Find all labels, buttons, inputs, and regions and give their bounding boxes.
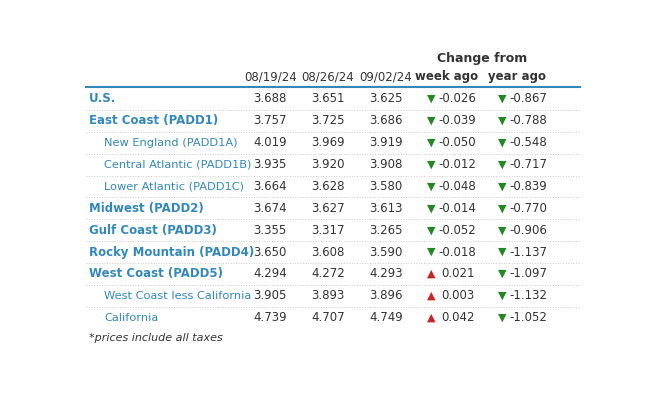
Text: California: California bbox=[104, 313, 158, 323]
Text: Gulf Coast (PADD3): Gulf Coast (PADD3) bbox=[89, 224, 216, 237]
Text: ▼: ▼ bbox=[498, 203, 506, 213]
Text: ▼: ▼ bbox=[427, 182, 436, 192]
Text: 3.674: 3.674 bbox=[254, 202, 287, 215]
Text: ▼: ▼ bbox=[427, 94, 436, 104]
Text: 4.272: 4.272 bbox=[311, 268, 345, 280]
Text: -0.039: -0.039 bbox=[439, 114, 476, 127]
Text: -1.137: -1.137 bbox=[509, 246, 547, 258]
Text: 4.739: 4.739 bbox=[254, 311, 287, 324]
Text: -0.867: -0.867 bbox=[509, 92, 547, 106]
Text: 4.749: 4.749 bbox=[369, 311, 403, 324]
Text: 3.905: 3.905 bbox=[254, 289, 287, 302]
Text: *prices include all taxes: *prices include all taxes bbox=[89, 333, 222, 343]
Text: 3.896: 3.896 bbox=[369, 289, 403, 302]
Text: ▼: ▼ bbox=[498, 225, 506, 235]
Text: 3.590: 3.590 bbox=[369, 246, 403, 258]
Text: 3.688: 3.688 bbox=[254, 92, 287, 106]
Text: ▲: ▲ bbox=[427, 291, 436, 301]
Text: New England (PADD1A): New England (PADD1A) bbox=[104, 138, 237, 148]
Text: 3.757: 3.757 bbox=[254, 114, 287, 127]
Text: -0.839: -0.839 bbox=[509, 180, 547, 193]
Text: ▼: ▼ bbox=[427, 116, 436, 126]
Text: 3.919: 3.919 bbox=[369, 136, 403, 149]
Text: 3.355: 3.355 bbox=[254, 224, 287, 237]
Text: 3.664: 3.664 bbox=[254, 180, 287, 193]
Text: 4.294: 4.294 bbox=[254, 268, 287, 280]
Text: 3.608: 3.608 bbox=[311, 246, 344, 258]
Text: -0.052: -0.052 bbox=[439, 224, 476, 237]
Text: 0.042: 0.042 bbox=[441, 311, 474, 324]
Text: 3.627: 3.627 bbox=[311, 202, 345, 215]
Text: ▼: ▼ bbox=[427, 247, 436, 257]
Text: ▼: ▼ bbox=[498, 182, 506, 192]
Text: East Coast (PADD1): East Coast (PADD1) bbox=[89, 114, 218, 127]
Text: West Coast (PADD5): West Coast (PADD5) bbox=[89, 268, 223, 280]
Text: 0.003: 0.003 bbox=[441, 289, 474, 302]
Text: -1.052: -1.052 bbox=[509, 311, 547, 324]
Text: 0.021: 0.021 bbox=[441, 268, 474, 280]
Text: 4.019: 4.019 bbox=[254, 136, 287, 149]
Text: ▼: ▼ bbox=[498, 116, 506, 126]
Text: 4.707: 4.707 bbox=[311, 311, 345, 324]
Text: year ago: year ago bbox=[488, 70, 546, 83]
Text: Midwest (PADD2): Midwest (PADD2) bbox=[89, 202, 203, 215]
Text: ▼: ▼ bbox=[498, 313, 506, 323]
Text: -0.048: -0.048 bbox=[439, 180, 476, 193]
Text: ▼: ▼ bbox=[427, 160, 436, 170]
Text: 3.613: 3.613 bbox=[369, 202, 403, 215]
Text: 3.265: 3.265 bbox=[369, 224, 403, 237]
Text: -0.717: -0.717 bbox=[509, 158, 547, 171]
Text: 3.908: 3.908 bbox=[369, 158, 403, 171]
Text: week ago: week ago bbox=[415, 70, 478, 83]
Text: 3.935: 3.935 bbox=[254, 158, 287, 171]
Text: 08/19/24: 08/19/24 bbox=[244, 70, 296, 83]
Text: ▼: ▼ bbox=[498, 160, 506, 170]
Text: Central Atlantic (PADD1B): Central Atlantic (PADD1B) bbox=[104, 160, 252, 170]
Text: Change from: Change from bbox=[437, 52, 527, 65]
Text: 3.969: 3.969 bbox=[311, 136, 345, 149]
Text: -0.770: -0.770 bbox=[509, 202, 547, 215]
Text: Rocky Mountain (PADD4): Rocky Mountain (PADD4) bbox=[89, 246, 254, 258]
Text: 3.893: 3.893 bbox=[311, 289, 344, 302]
Text: 09/02/24: 09/02/24 bbox=[359, 70, 412, 83]
Text: 3.580: 3.580 bbox=[369, 180, 402, 193]
Text: ▼: ▼ bbox=[498, 269, 506, 279]
Text: 3.625: 3.625 bbox=[369, 92, 403, 106]
Text: -0.012: -0.012 bbox=[439, 158, 476, 171]
Text: ▼: ▼ bbox=[427, 203, 436, 213]
Text: ▲: ▲ bbox=[427, 313, 436, 323]
Text: ▼: ▼ bbox=[498, 291, 506, 301]
Text: ▼: ▼ bbox=[498, 138, 506, 148]
Text: ▲: ▲ bbox=[427, 269, 436, 279]
Text: -1.097: -1.097 bbox=[509, 268, 547, 280]
Text: 3.725: 3.725 bbox=[311, 114, 345, 127]
Text: ▼: ▼ bbox=[427, 138, 436, 148]
Text: 08/26/24: 08/26/24 bbox=[302, 70, 354, 83]
Text: -0.906: -0.906 bbox=[509, 224, 547, 237]
Text: 3.317: 3.317 bbox=[311, 224, 345, 237]
Text: -1.132: -1.132 bbox=[509, 289, 547, 302]
Text: 3.651: 3.651 bbox=[311, 92, 345, 106]
Text: Lower Atlantic (PADD1C): Lower Atlantic (PADD1C) bbox=[104, 182, 244, 192]
Text: 3.628: 3.628 bbox=[311, 180, 345, 193]
Text: West Coast less California: West Coast less California bbox=[104, 291, 251, 301]
Text: -0.788: -0.788 bbox=[509, 114, 547, 127]
Text: ▼: ▼ bbox=[427, 225, 436, 235]
Text: -0.026: -0.026 bbox=[439, 92, 476, 106]
Text: ▼: ▼ bbox=[498, 94, 506, 104]
Text: 3.920: 3.920 bbox=[311, 158, 345, 171]
Text: ▼: ▼ bbox=[498, 247, 506, 257]
Text: -0.548: -0.548 bbox=[509, 136, 547, 149]
Text: -0.050: -0.050 bbox=[439, 136, 476, 149]
Text: 3.686: 3.686 bbox=[369, 114, 403, 127]
Text: -0.014: -0.014 bbox=[439, 202, 476, 215]
Text: 4.293: 4.293 bbox=[369, 268, 403, 280]
Text: U.S.: U.S. bbox=[89, 92, 116, 106]
Text: -0.018: -0.018 bbox=[439, 246, 476, 258]
Text: 3.650: 3.650 bbox=[254, 246, 287, 258]
